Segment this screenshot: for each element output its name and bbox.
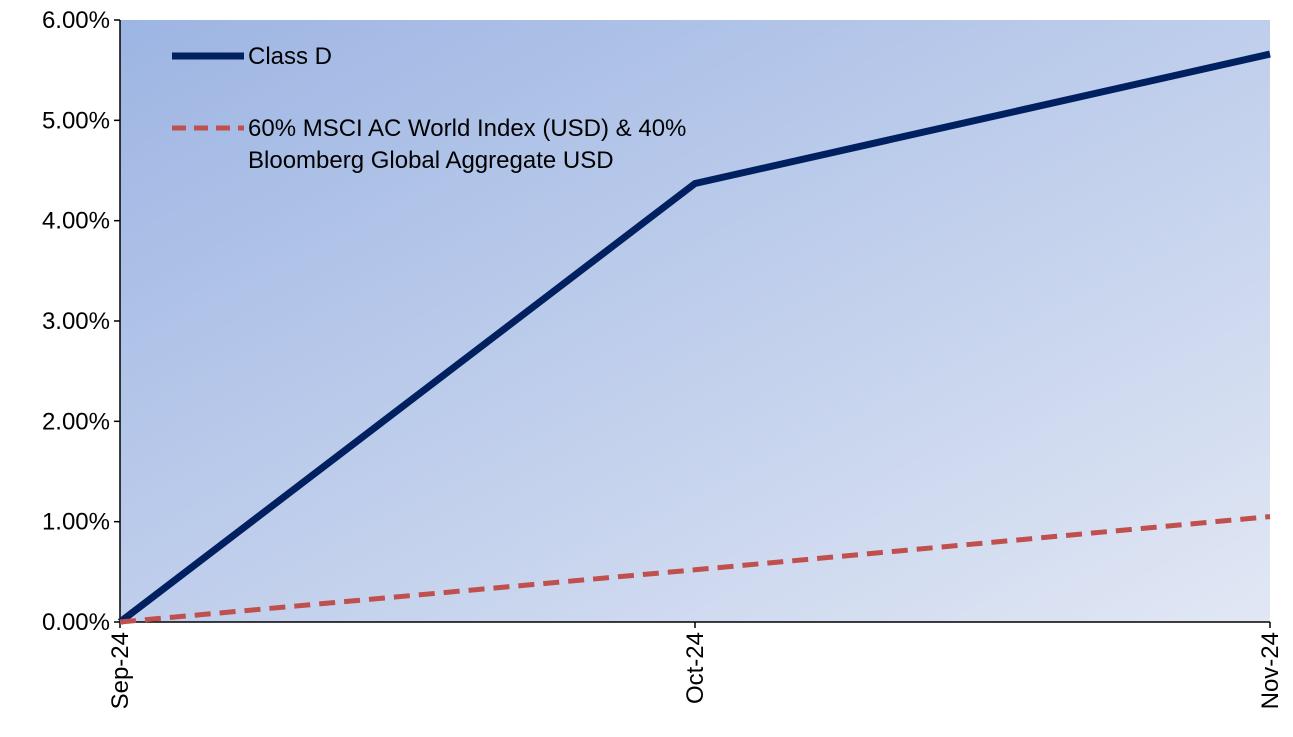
legend-label-benchmark-line-1: 60% MSCI AC World Index (USD) & 40% xyxy=(248,115,686,142)
series-layer xyxy=(117,50,1271,625)
x-axis: Sep-24 Oct-24 Nov-24 xyxy=(107,621,1284,709)
y-tick-label: 4.00% xyxy=(42,208,110,235)
y-tick-label: 3.00% xyxy=(42,308,110,335)
y-tick-label: 5.00% xyxy=(42,107,110,134)
y-tick-label: 1.00% xyxy=(42,509,110,536)
legend-label-benchmark-line-2: Bloomberg Global Aggregate USD xyxy=(248,147,614,174)
legend: Class D 60% MSCI AC World Index (USD) & … xyxy=(172,43,693,174)
legend-label-class-d: Class D xyxy=(248,43,332,70)
x-tick-label: Sep-24 xyxy=(107,632,134,709)
y-tick-label: 2.00% xyxy=(42,408,110,435)
series-line-benchmark xyxy=(119,514,1271,625)
x-tick-label: Nov-24 xyxy=(1257,632,1284,709)
legend-label-benchmark: 60% MSCI AC World Index (USD) & 40% Bloo… xyxy=(248,115,693,174)
series-line-class-d xyxy=(117,50,1271,625)
y-axis: 0.00% 1.00% 2.00% 3.00% 4.00% 5.00% 6.00% xyxy=(42,7,121,636)
x-tick-label: Oct-24 xyxy=(682,632,709,704)
plot-area xyxy=(120,20,1270,622)
y-tick-label: 6.00% xyxy=(42,7,110,34)
y-tick-label: 0.00% xyxy=(42,609,110,636)
